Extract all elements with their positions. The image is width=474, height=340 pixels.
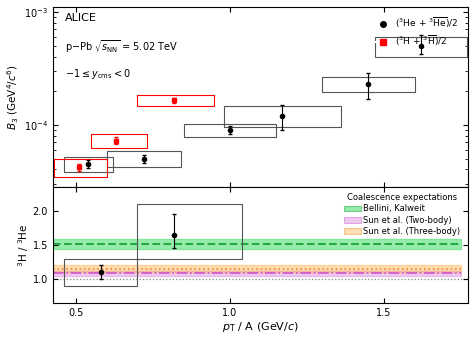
Bar [64, 157, 113, 172]
Y-axis label: $^{3}$H / $^{3}$He: $^{3}$H / $^{3}$He [17, 223, 31, 267]
Bar [64, 258, 137, 286]
Bar [137, 95, 214, 106]
X-axis label: $p_{\mathrm{T}}$ / A (GeV/$c$): $p_{\mathrm{T}}$ / A (GeV/$c$) [222, 320, 299, 335]
Text: ALICE: ALICE [65, 13, 97, 23]
Bar [224, 106, 341, 127]
Bar [91, 134, 146, 148]
Bar [322, 77, 415, 92]
Text: p$-$Pb $\sqrt{s_{\mathrm{NN}}}$ = 5.02 TeV: p$-$Pb $\sqrt{s_{\mathrm{NN}}}$ = 5.02 T… [65, 38, 178, 55]
Bar [183, 124, 276, 137]
Y-axis label: $B_3$ (GeV$^4$/$c^6$): $B_3$ (GeV$^4$/$c^6$) [6, 64, 21, 130]
Text: $-1 \leq y_{\mathrm{cms}} < 0$: $-1 \leq y_{\mathrm{cms}} < 0$ [65, 67, 131, 81]
Bar [107, 151, 181, 167]
Legend: ($^{3}$He + $^{3}\overline{\mathrm{He}}$)/2, ($^{3}$H + $^{3}\overline{\mathrm{H: ($^{3}$He + $^{3}\overline{\mathrm{He}}$… [373, 14, 460, 50]
Legend: Bellini, Kalweit, Sun et al. (Two-body), Sun et al. (Three-body): Bellini, Kalweit, Sun et al. (Two-body),… [343, 192, 462, 237]
Bar [374, 37, 467, 57]
Bar [137, 204, 242, 258]
Bar [55, 158, 107, 177]
